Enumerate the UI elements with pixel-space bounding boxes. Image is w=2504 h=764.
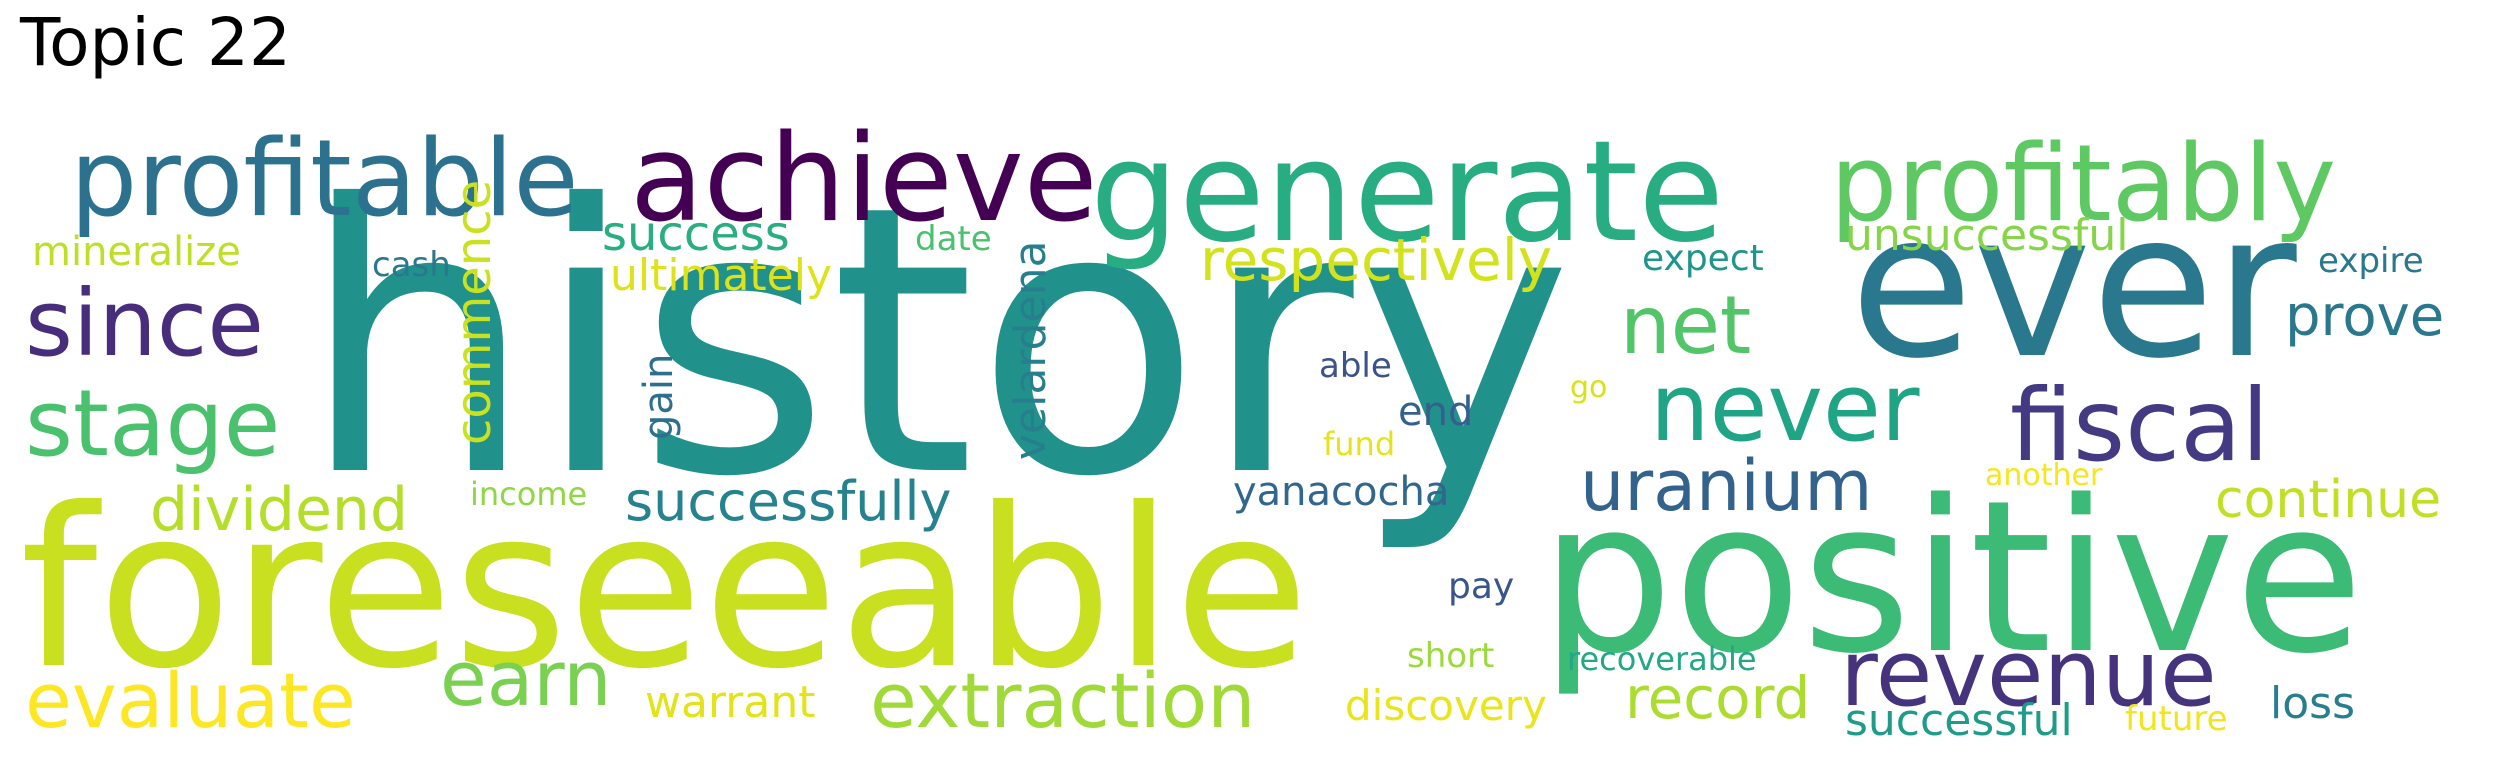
word-go: go <box>1570 370 1607 405</box>
figure-title: Topic 22 <box>20 4 291 81</box>
word-successfully: successfully <box>625 470 951 533</box>
word-revenue: revenue <box>1840 620 2217 727</box>
word-stage: stage <box>25 370 280 477</box>
word-continue: continue <box>2215 470 2441 530</box>
word-commence: commence <box>446 180 502 445</box>
word-yanacocha: yanacocha <box>1233 469 1449 515</box>
word-history: history <box>300 128 1573 558</box>
word-income: income <box>470 475 587 513</box>
word-never: never <box>1650 354 1920 463</box>
word-record: record <box>1625 664 1810 732</box>
word-mineralize: mineralize <box>32 229 241 275</box>
word-future: future <box>2125 699 2228 739</box>
word-able: able <box>1319 346 1392 386</box>
word-uranium: uranium <box>1580 445 1872 527</box>
word-profitably: profitably <box>1830 122 2336 245</box>
word-fund: fund <box>1323 425 1395 463</box>
word-fiscal: fiscal <box>2010 367 2269 484</box>
word-expire: expire <box>2318 241 2424 281</box>
word-profitable: profitable <box>70 117 579 240</box>
word-generate: generate <box>1090 111 1724 274</box>
word-prove: prove <box>2285 284 2444 349</box>
word-ultimately: ultimately <box>610 250 832 301</box>
word-positive: positive <box>1540 455 2364 700</box>
word-cash: cash <box>372 245 451 285</box>
word-loss: loss <box>2270 678 2355 729</box>
word-pay: pay <box>1448 566 1514 607</box>
word-success: success <box>602 206 790 262</box>
word-velardena: velardena <box>1005 241 1056 460</box>
word-dividend: dividend <box>150 475 408 545</box>
word-extraction: extraction <box>870 656 1255 745</box>
word-warrant: warrant <box>645 677 815 728</box>
word-achieve: achieve <box>630 110 1098 249</box>
word-another: another <box>1985 458 2103 493</box>
word-expect: expect <box>1642 238 1764 279</box>
word-evaluate: evaluate <box>25 656 356 745</box>
word-recoverable: recoverable <box>1567 640 1757 678</box>
word-discovery: discovery <box>1345 681 1547 730</box>
word-unsuccessful: unsuccessful <box>1845 210 2129 261</box>
word-since: since <box>25 270 264 377</box>
word-short: short <box>1407 636 1494 676</box>
word-earn: earn <box>440 634 611 723</box>
word-date: date <box>915 219 992 259</box>
word-net: net <box>1620 279 1751 372</box>
word-end: end <box>1398 389 1473 435</box>
word-gain: gain <box>636 354 682 440</box>
word-foreseeable: foreseeable <box>20 461 1309 717</box>
word-respectively: respectively <box>1200 226 1552 294</box>
word-ever: ever <box>1850 170 2297 403</box>
word-successful: successful <box>1845 695 2073 746</box>
